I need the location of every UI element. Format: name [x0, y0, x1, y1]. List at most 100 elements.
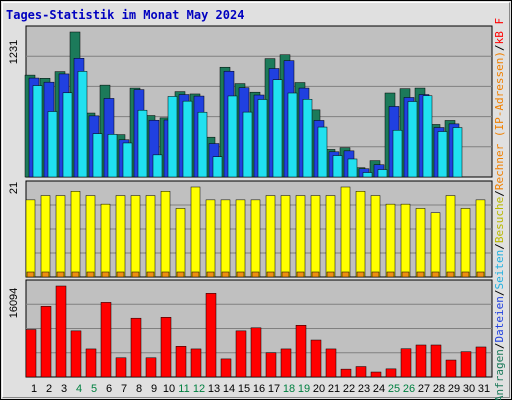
bar-besuche-day-21 — [325, 195, 336, 278]
day-label-10: 10 — [163, 383, 175, 395]
day-axis-labels: 1 2 3 4 5 6 7 8 9 10 11 12 13 14 15 16 17 18 19 20 21 22 23 24 2… — [31, 383, 490, 395]
bar-seiten-day-26 — [407, 101, 418, 178]
day-label-29: 29 — [448, 383, 460, 395]
bar-besuche-day-20 — [310, 195, 321, 278]
bar-rechner-day-23 — [356, 271, 365, 278]
bar-besuche-day-9 — [145, 195, 156, 278]
bar-rechner-day-15 — [236, 271, 245, 278]
day-label-8: 8 — [136, 383, 142, 395]
day-label-12: 12 — [193, 383, 205, 395]
bar-rechner-day-7 — [116, 271, 125, 278]
bar-besuche-day-13 — [205, 199, 216, 278]
bar-besuche-day-27 — [415, 208, 426, 278]
bar-besuche-day-6 — [100, 203, 111, 278]
day-label-17: 17 — [268, 383, 280, 395]
right-legend: Anfragen/Dateien/Seiten/Besuche/Rechner … — [493, 18, 506, 400]
bar-kb-day-29 — [445, 359, 457, 378]
bar-kb-day-16 — [250, 327, 262, 378]
bottom-panel-max-label: 16094 — [8, 288, 20, 319]
bar-besuche-day-10 — [160, 191, 171, 278]
bar-seiten-day-18 — [287, 92, 298, 178]
bar-kb-day-25 — [385, 368, 397, 378]
legend-segment-0: Anfragen — [493, 349, 506, 400]
bar-kb-day-20 — [310, 339, 322, 378]
bar-seiten-day-13 — [212, 156, 223, 178]
bar-seiten-day-1 — [32, 85, 43, 178]
bar-kb-day-3 — [55, 285, 67, 378]
legend-segment-3: / — [493, 289, 506, 296]
bar-rechner-day-5 — [86, 271, 95, 278]
bar-seiten-day-25 — [392, 129, 403, 178]
bar-seiten-day-14 — [227, 95, 238, 178]
bar-seiten-day-8 — [137, 109, 148, 178]
bar-seiten-day-7 — [122, 142, 133, 178]
bar-seiten-day-17 — [272, 79, 283, 178]
bar-rechner-day-10 — [161, 271, 170, 278]
bar-besuche-day-19 — [295, 195, 306, 278]
day-label-28: 28 — [433, 383, 445, 395]
bar-rechner-day-12 — [191, 271, 200, 278]
legend-segment-1: / — [493, 342, 506, 349]
bar-kb-day-24 — [370, 371, 382, 378]
top-panel-max-label: 1231 — [8, 40, 20, 64]
bar-seiten-day-28 — [437, 131, 448, 178]
bar-rechner-day-21 — [326, 271, 335, 278]
bar-kb-day-8 — [130, 317, 142, 378]
bar-kb-day-11 — [175, 346, 187, 378]
bar-besuche-day-12 — [190, 186, 201, 278]
day-label-31: 31 — [478, 383, 490, 395]
bar-besuche-day-18 — [280, 195, 291, 278]
bar-rechner-day-17 — [266, 271, 275, 278]
chart-title: Tages-Statistik im Monat May 2024 — [6, 8, 244, 22]
bar-seiten-day-27 — [422, 95, 433, 178]
chart-marks — [24, 31, 487, 378]
bar-besuche-day-1 — [25, 199, 36, 278]
bar-seiten-day-20 — [317, 126, 328, 178]
bar-rechner-day-31 — [476, 271, 485, 278]
bar-besuche-day-4 — [70, 191, 81, 278]
bar-seiten-day-16 — [257, 99, 268, 178]
bar-kb-day-19 — [295, 325, 307, 378]
bar-besuche-day-5 — [85, 195, 96, 278]
day-label-9: 9 — [151, 383, 157, 395]
bar-seiten-day-5 — [92, 133, 103, 178]
legend-segment-5: / — [493, 243, 506, 250]
bar-seiten-day-12 — [197, 111, 208, 178]
bar-besuche-day-7 — [115, 195, 126, 278]
day-label-14: 14 — [223, 383, 235, 395]
bar-seiten-day-9 — [152, 154, 163, 178]
bar-seiten-day-19 — [302, 99, 313, 178]
legend-segment-10: kB F — [493, 18, 506, 45]
bar-seiten-day-3 — [62, 92, 73, 178]
bar-rechner-day-25 — [386, 271, 395, 278]
day-label-20: 20 — [313, 383, 325, 395]
day-label-11: 11 — [178, 383, 189, 395]
bar-rechner-day-18 — [281, 271, 290, 278]
bar-kb-day-10 — [160, 317, 172, 378]
bar-seiten-day-11 — [182, 100, 193, 178]
bar-seiten-day-23 — [362, 172, 373, 178]
bar-besuche-day-22 — [340, 186, 351, 278]
bar-kb-day-17 — [265, 352, 277, 378]
bar-rechner-day-16 — [251, 271, 260, 278]
bar-besuche-day-30 — [460, 208, 471, 278]
bar-rechner-day-28 — [431, 271, 440, 278]
day-label-15: 15 — [238, 383, 250, 395]
bar-rechner-day-20 — [311, 271, 320, 278]
bar-seiten-day-15 — [242, 111, 253, 178]
bar-besuche-day-31 — [475, 199, 486, 278]
bar-kb-day-27 — [415, 344, 427, 378]
day-label-23: 23 — [358, 383, 370, 395]
bar-rechner-day-6 — [101, 271, 110, 278]
day-label-7: 7 — [121, 383, 127, 395]
day-label-16: 16 — [253, 383, 265, 395]
day-label-2: 2 — [46, 383, 52, 395]
bar-kb-day-5 — [85, 348, 97, 378]
day-label-5: 5 — [91, 383, 97, 395]
day-label-25: 25 — [388, 383, 400, 395]
day-label-13: 13 — [208, 383, 220, 395]
bar-besuche-day-11 — [175, 208, 186, 278]
bar-kb-day-4 — [70, 330, 82, 378]
bar-rechner-day-29 — [446, 271, 455, 278]
bar-besuche-day-14 — [220, 199, 231, 278]
